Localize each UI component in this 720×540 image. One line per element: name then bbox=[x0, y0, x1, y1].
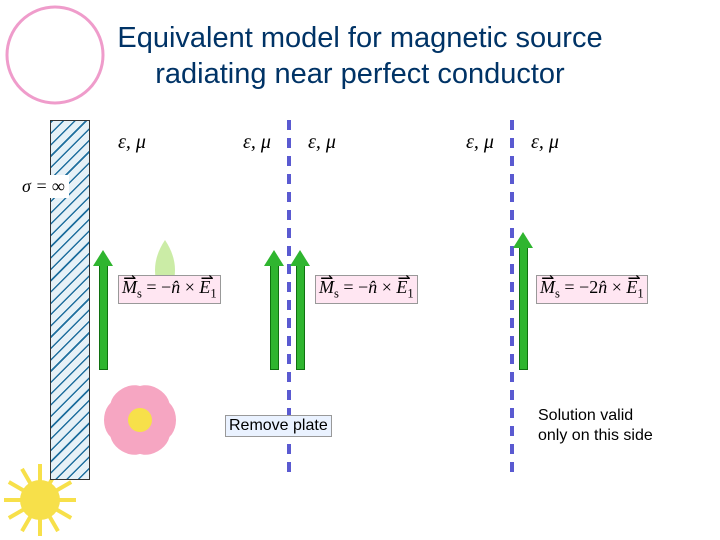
diagram: σ = ∞ ε, μ ε, μ ε, μ ε, μ ε, μ Ms = −n̂ … bbox=[30, 120, 690, 480]
slide-title: Equivalent model for magnetic source rad… bbox=[0, 20, 720, 93]
ms-formula-panel3: Ms = −2n̂ × E1 bbox=[536, 275, 648, 304]
title-line-1: Equivalent model for magnetic source bbox=[0, 20, 720, 56]
epsilon-mu-label: ε, μ bbox=[240, 130, 274, 155]
title-line-2: radiating near perfect conductor bbox=[0, 56, 720, 92]
caption-line-1: Solution valid bbox=[538, 406, 653, 426]
caption-solution-valid: Solution valid only on this side bbox=[535, 405, 656, 447]
ms-formula-panel1: Ms = −n̂ × E1 bbox=[118, 275, 221, 304]
epsilon-mu-label: ε, μ bbox=[115, 130, 149, 155]
conductor-plate bbox=[50, 120, 90, 480]
epsilon-mu-label: ε, μ bbox=[463, 130, 497, 155]
caption-line-2: only on this side bbox=[538, 426, 653, 446]
epsilon-mu-label: ε, μ bbox=[528, 130, 562, 155]
caption-remove-plate: Remove plate bbox=[225, 415, 332, 437]
boundary-line-panel3 bbox=[510, 120, 514, 480]
ms-formula-panel2: Ms = −n̂ × E1 bbox=[315, 275, 418, 304]
sigma-infinity-label: σ = ∞ bbox=[18, 175, 69, 198]
epsilon-mu-label: ε, μ bbox=[305, 130, 339, 155]
